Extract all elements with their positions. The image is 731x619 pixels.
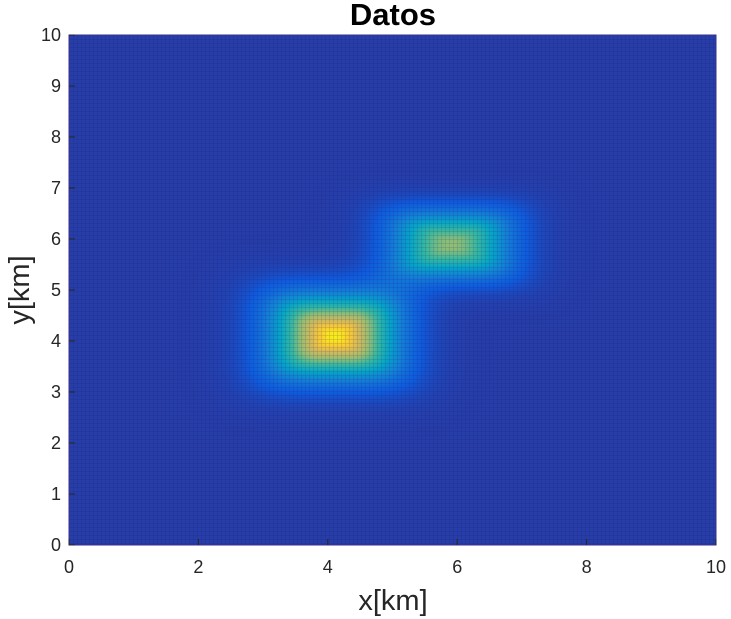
x-axis-ticks: 0 2 4 6 8 10 <box>64 539 726 577</box>
chart-title: Datos <box>350 0 436 32</box>
x-tick-label: 0 <box>64 557 74 577</box>
y-tick-label: 2 <box>51 433 61 453</box>
y-tick-label: 0 <box>51 535 61 555</box>
x-tick-label: 8 <box>582 557 592 577</box>
mesh-grid <box>69 35 716 545</box>
y-axis-label: y[km] <box>4 255 36 324</box>
plot-area <box>68 34 717 546</box>
x-tick-label: 4 <box>323 557 333 577</box>
y-tick-label: 4 <box>51 331 61 351</box>
y-tick-label: 9 <box>51 76 61 96</box>
x-tick-label: 6 <box>452 557 462 577</box>
y-tick-label: 7 <box>51 178 61 198</box>
y-axis-ticks: 0 1 2 3 4 5 6 7 8 9 10 <box>41 25 75 555</box>
x-tick-label: 2 <box>193 557 203 577</box>
y-tick-label: 6 <box>51 229 61 249</box>
y-tick-label: 8 <box>51 127 61 147</box>
y-tick-label: 1 <box>51 484 61 504</box>
x-axis-label: x[km] <box>358 585 427 617</box>
y-tick-label: 3 <box>51 382 61 402</box>
x-tick-label: 10 <box>706 557 726 577</box>
y-tick-label: 5 <box>51 280 61 300</box>
y-tick-label: 10 <box>41 25 61 45</box>
